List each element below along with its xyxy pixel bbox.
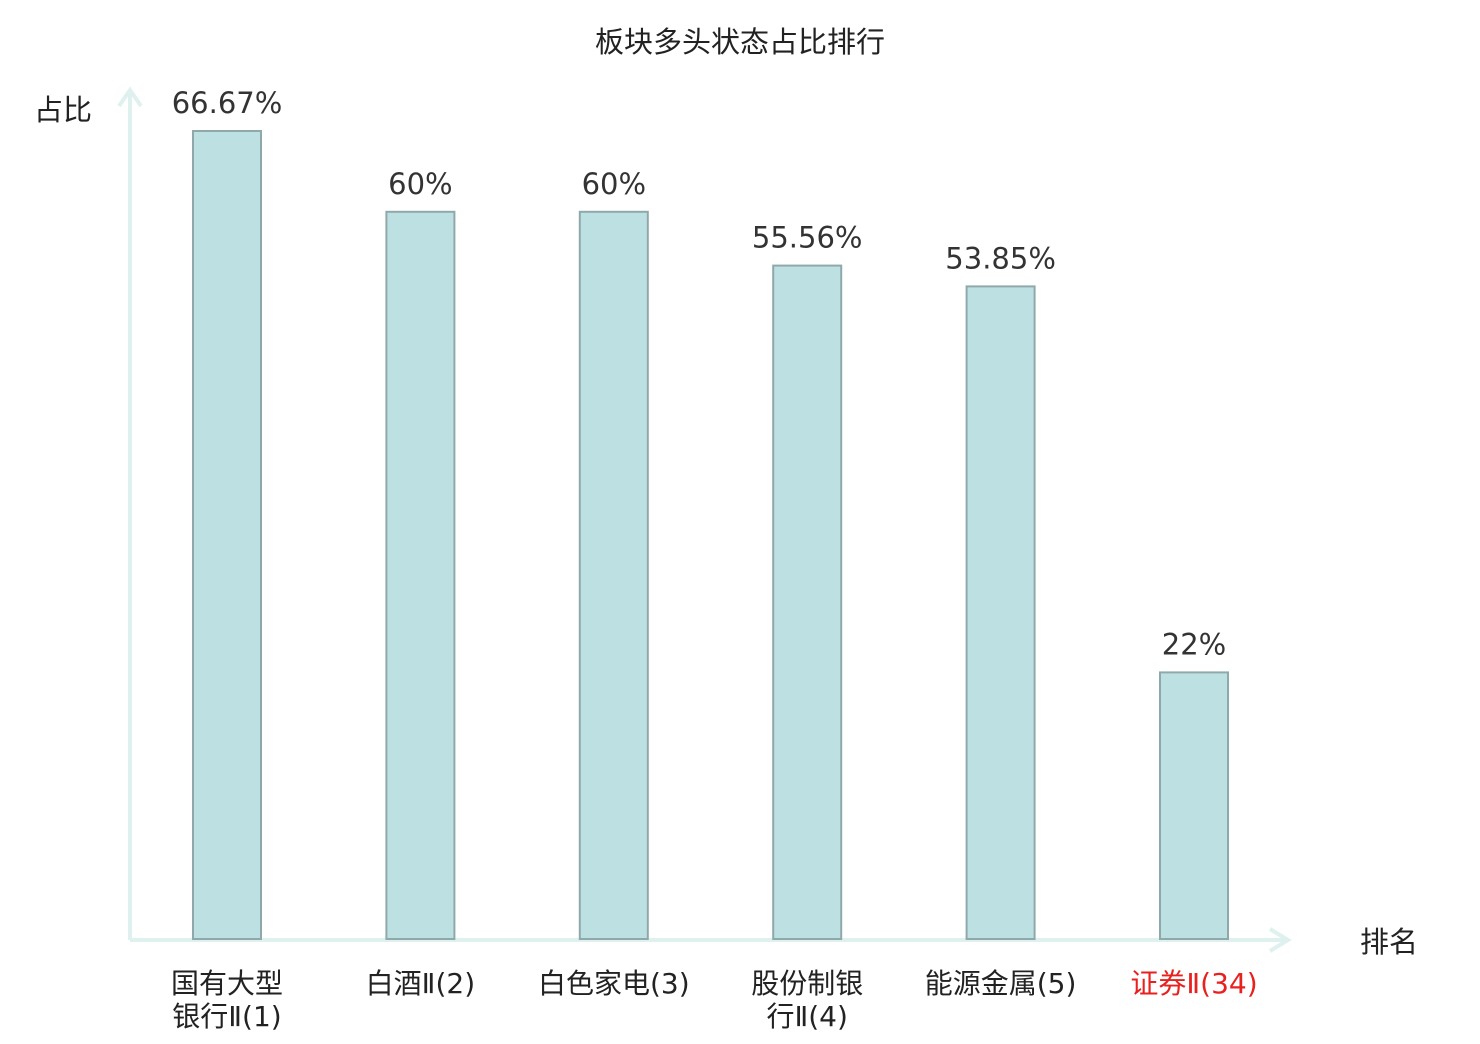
category-label-0-line-1: 银行Ⅱ(1)	[172, 1000, 281, 1033]
value-label-0: 66.67%	[172, 86, 283, 120]
bar-5	[1159, 671, 1229, 941]
category-label-5: 证券Ⅱ(34)	[1130, 967, 1257, 1000]
category-label-3-line-1: 行Ⅱ(4)	[766, 1000, 847, 1033]
bar-2	[578, 210, 649, 941]
bar-1	[385, 210, 456, 941]
category-label-1: 白酒Ⅱ(2)	[366, 967, 475, 1000]
category-label-4: 能源金属(5)	[925, 967, 1077, 1000]
value-label-3: 55.56%	[752, 221, 863, 255]
x-axis-label: 排名	[1360, 925, 1418, 959]
x-axis-arrow	[1268, 927, 1292, 953]
value-label-1: 60%	[388, 167, 452, 201]
bar-0	[192, 130, 262, 940]
y-axis-label: 占比	[34, 93, 92, 127]
bar-4	[965, 285, 1036, 940]
category-label-3-line-0: 股份制银	[751, 967, 863, 1000]
bar-3	[772, 264, 843, 941]
bars-group	[192, 130, 1229, 941]
y-axis-arrow	[117, 86, 143, 108]
chart-title: 板块多头状态占比排行	[595, 25, 885, 59]
value-label-2: 60%	[582, 167, 646, 201]
category-label-2: 白色家电(3)	[538, 967, 690, 1000]
value-label-5: 22%	[1162, 627, 1226, 661]
value-labels-group: 66.67% 60% 60% 55.56% 53.85% 22%	[172, 86, 1227, 661]
category-label-0-line-0: 国有大型	[171, 967, 283, 1000]
value-label-4: 53.85%	[945, 241, 1056, 275]
